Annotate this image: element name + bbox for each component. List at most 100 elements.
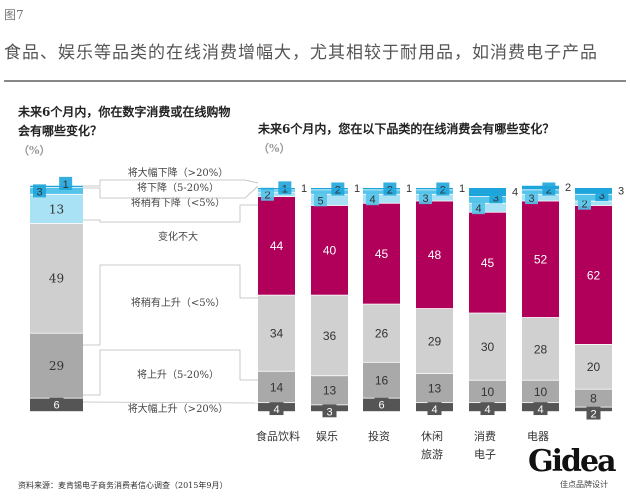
bar-segment bbox=[30, 194, 83, 224]
value-label-box bbox=[49, 397, 64, 411]
legend-label-2: 将稍有上升（<5%） bbox=[131, 296, 225, 309]
value-label: 4 bbox=[431, 404, 437, 416]
value-label: 52 bbox=[534, 253, 548, 267]
value-label: 36 bbox=[323, 329, 337, 343]
bar-segment bbox=[416, 373, 453, 403]
value-label: 3 bbox=[326, 406, 332, 418]
legend-label-3: 变化不大 bbox=[158, 230, 198, 243]
bar-segment bbox=[469, 188, 506, 197]
value-label: 3 bbox=[422, 193, 428, 205]
bar-segment bbox=[469, 380, 506, 403]
figure-label: 图7 bbox=[4, 8, 24, 22]
value-label: 2 bbox=[565, 182, 571, 194]
bar-segment bbox=[575, 389, 612, 407]
value-label: 2 bbox=[590, 409, 596, 421]
bar-segment bbox=[311, 190, 348, 194]
bar-segment bbox=[522, 317, 559, 380]
bar-segment bbox=[575, 201, 612, 206]
value-label: 2 bbox=[387, 184, 393, 196]
bar-segment bbox=[469, 203, 506, 212]
bar-segment bbox=[311, 188, 348, 190]
value-label: 8 bbox=[590, 392, 597, 406]
value-label: 40 bbox=[323, 244, 337, 258]
legend-label-0: 将大幅上升（>20%） bbox=[128, 402, 229, 415]
value-label-box bbox=[59, 176, 73, 190]
value-label: 6 bbox=[53, 400, 59, 412]
category-label: 食品饮料 bbox=[256, 429, 300, 443]
bar-segment bbox=[363, 203, 400, 304]
value-label-box bbox=[278, 181, 292, 195]
left-chart-heading: 未来6个月内，你在数字消费或在线购物会有哪些变化？ （%） bbox=[18, 103, 238, 160]
bar-segment bbox=[363, 304, 400, 362]
value-label: 30 bbox=[481, 340, 495, 354]
bar-segment bbox=[311, 194, 348, 206]
value-label: 5 bbox=[317, 195, 323, 207]
value-label: 3 bbox=[618, 185, 624, 197]
left-chart-title: 未来6个月内，你在数字消费或在线购物会有哪些变化？ bbox=[18, 105, 231, 138]
bar-segment bbox=[258, 371, 295, 403]
value-label: 2 bbox=[335, 184, 341, 196]
value-label: 10 bbox=[534, 385, 548, 399]
bar-segment bbox=[311, 295, 348, 376]
bar-segment bbox=[522, 190, 559, 194]
value-label: 2 bbox=[546, 184, 552, 196]
right-chart-title: 未来6个月内，您在以下品类的在线消费会有哪些变化？ bbox=[258, 122, 555, 136]
bar-segment bbox=[258, 196, 295, 295]
bar-segment bbox=[30, 333, 83, 398]
value-label: 1 bbox=[354, 183, 360, 195]
bar-segment bbox=[469, 212, 506, 313]
bar-segment bbox=[258, 295, 295, 371]
value-label: 62 bbox=[587, 268, 601, 282]
value-label: 10 bbox=[481, 385, 495, 399]
value-label: 28 bbox=[534, 342, 548, 356]
value-label: 1 bbox=[63, 179, 69, 191]
bar-segment bbox=[575, 194, 612, 201]
legend-connector bbox=[83, 185, 259, 199]
title-divider bbox=[4, 80, 626, 82]
value-label-box bbox=[525, 191, 538, 205]
bar-segment bbox=[575, 205, 612, 344]
bar-segment bbox=[469, 196, 506, 203]
value-label: 13 bbox=[428, 381, 442, 395]
value-label-box bbox=[480, 402, 495, 416]
right-chart-heading: 未来6个月内，您在以下品类的在线消费会有哪些变化？ （%） bbox=[258, 120, 554, 158]
value-label: 4 bbox=[512, 186, 518, 198]
bar-segment bbox=[575, 344, 612, 389]
bar-segment bbox=[311, 205, 348, 295]
legend-connector bbox=[83, 264, 258, 346]
value-label: 2 bbox=[581, 199, 587, 211]
legend-label-6: 将大幅下降（>20%） bbox=[128, 166, 229, 179]
page-title: 食品、娱乐等品类的在线消费增幅大，尤其相较于耐用品，如消费电子产品 bbox=[4, 43, 598, 63]
value-label: 6 bbox=[378, 400, 384, 412]
legend-connector bbox=[82, 401, 259, 404]
legend-connector bbox=[83, 179, 259, 187]
left-chart-unit: （%） bbox=[18, 144, 51, 157]
bar-segment bbox=[363, 194, 400, 203]
value-label-box bbox=[314, 193, 327, 207]
category-label: 电器 bbox=[527, 430, 549, 443]
value-label: 4 bbox=[484, 404, 490, 416]
bar-segment bbox=[258, 188, 295, 190]
value-label: 20 bbox=[587, 360, 601, 374]
value-label: 29 bbox=[49, 359, 64, 373]
bar-segment bbox=[416, 190, 453, 194]
category-label: 旅游 bbox=[421, 447, 443, 461]
bar-segment bbox=[416, 308, 453, 374]
value-label-box bbox=[427, 402, 442, 416]
bar-segment bbox=[522, 194, 559, 201]
value-label-box bbox=[33, 184, 46, 198]
legend-label-4: 将稍有下降（<5%） bbox=[131, 196, 225, 209]
bar-segment bbox=[30, 223, 83, 333]
value-label-box bbox=[533, 402, 548, 416]
value-label-box bbox=[322, 404, 337, 418]
value-label: 1 bbox=[406, 183, 412, 195]
category-label: 投资 bbox=[368, 429, 390, 443]
value-label: 3 bbox=[493, 192, 499, 204]
value-label-box bbox=[586, 406, 601, 420]
bar-segment bbox=[363, 188, 400, 190]
bar-segment bbox=[30, 188, 83, 194]
bar-segment bbox=[522, 185, 559, 190]
bar-segment bbox=[258, 192, 295, 197]
bar-segment bbox=[416, 201, 453, 309]
